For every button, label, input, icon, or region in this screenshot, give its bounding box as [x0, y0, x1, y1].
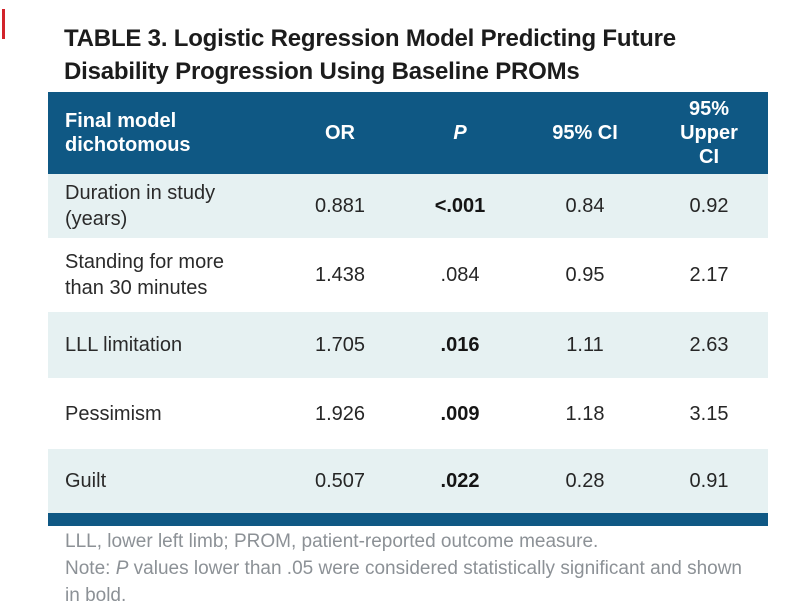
header-95-upper-ci: 95% Upper CI — [650, 92, 768, 174]
footnote-abbreviations: LLL, lower left limb; PROM, patient-repo… — [65, 531, 599, 552]
table-bottom-rule — [48, 513, 768, 526]
footnote-note: Note: P values lower than .05 were consi… — [65, 555, 755, 609]
footnote-note-text: values lower than .05 were considered st… — [65, 558, 742, 606]
table-row-standing: Standing for more than 30 minutes 1.438 … — [48, 238, 768, 312]
or-value: 0.881 — [314, 195, 366, 217]
upper-ci-value: 2.17 — [689, 264, 729, 286]
p-value: .016 — [440, 334, 480, 356]
or-value: 1.926 — [314, 402, 366, 425]
row-label: Standing for more than 30 minutes — [65, 251, 224, 299]
table-title-label: TABLE 3. — [64, 25, 168, 52]
upper-ci-value: 2.63 — [689, 334, 729, 356]
footnote-note-p-symbol: P — [115, 558, 129, 579]
red-artifact-line — [2, 9, 5, 39]
or-value: 1.705 — [314, 334, 366, 356]
ci-value: 0.84 — [565, 195, 605, 217]
table-row-guilt: Guilt 0.507 .022 0.28 0.91 — [48, 449, 768, 513]
ci-value: 1.18 — [565, 402, 605, 425]
table-body: Duration in study (years) 0.881 <.001 0.… — [48, 174, 768, 513]
table-title: TABLE 3. Logistic Regression Model Predi… — [64, 22, 768, 88]
header-row: Final model dichotomous OR P 95% CI 95% … — [48, 92, 768, 174]
row-label: Guilt — [65, 470, 107, 492]
or-value: 0.507 — [314, 470, 366, 492]
header-or: OR — [280, 92, 400, 174]
table-header: Final model dichotomous OR P 95% CI 95% … — [48, 92, 768, 174]
footnote: LLL, lower left limb; PROM, patient-repo… — [65, 528, 755, 609]
table-row-duration: Duration in study (years) 0.881 <.001 0.… — [48, 174, 768, 238]
ci-value: 0.28 — [565, 470, 605, 492]
header-p: P — [400, 92, 520, 174]
table-row-lll: LLL limitation 1.705 .016 1.11 2.63 — [48, 312, 768, 378]
regression-table-container: Final model dichotomous OR P 95% CI 95% … — [48, 92, 768, 526]
p-value: <.001 — [434, 195, 486, 217]
row-label: Pessimism — [65, 402, 162, 425]
header-95ci: 95% CI — [520, 92, 650, 174]
ci-value: 0.95 — [565, 264, 605, 286]
upper-ci-value: 0.92 — [689, 195, 729, 217]
header-final-model: Final model dichotomous — [48, 92, 280, 174]
ci-value: 1.11 — [566, 334, 604, 356]
table-title-text: Logistic Regression Model Predicting Fut… — [64, 25, 676, 85]
regression-table: Final model dichotomous OR P 95% CI 95% … — [48, 92, 768, 513]
row-label: Duration in study (years) — [65, 182, 216, 230]
or-value: 1.438 — [314, 264, 366, 286]
p-value: .022 — [440, 470, 480, 492]
upper-ci-value: 3.15 — [689, 402, 729, 425]
footnote-note-prefix: Note: — [65, 558, 116, 579]
p-value: .084 — [440, 264, 480, 286]
table-row-pessimism: Pessimism 1.926 .009 1.18 3.15 — [48, 378, 768, 449]
upper-ci-value: 0.91 — [689, 470, 729, 492]
row-label: LLL limitation — [65, 334, 183, 356]
p-value: .009 — [440, 402, 480, 425]
